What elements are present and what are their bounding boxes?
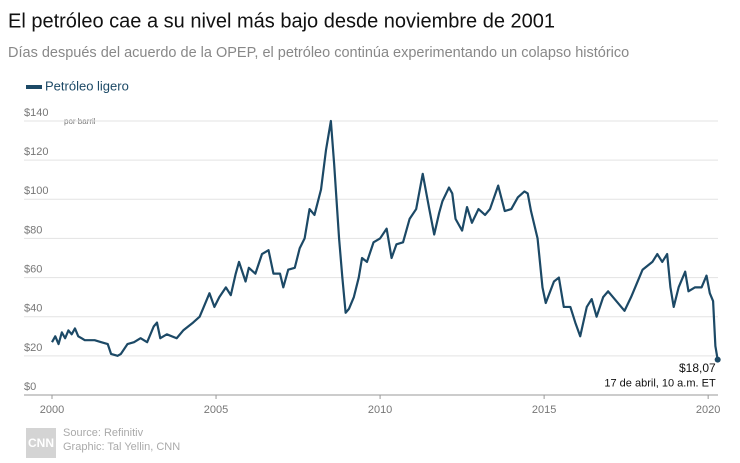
end-point	[714, 356, 721, 363]
chart-title: El petróleo cae a su nivel más bajo desd…	[8, 10, 555, 32]
credit: Graphic: Tal Yellin, CNN	[63, 441, 180, 453]
x-tick-label: 2015	[532, 404, 556, 416]
x-tick-label: 2020	[696, 404, 720, 416]
logo-box	[26, 428, 56, 458]
y-tick-label: $40	[24, 303, 42, 315]
y-tick-label: $120	[24, 146, 48, 158]
y-tick-label: $80	[24, 224, 42, 236]
y-tick-label: $60	[24, 263, 42, 275]
logo: CNN	[28, 436, 54, 450]
y-tick-label: $140	[24, 107, 48, 119]
source: Source: Refinitiv	[63, 427, 144, 439]
y-tick-label: $0	[24, 381, 36, 393]
chart-subtitle: Días después del acuerdo de la OPEP, el …	[8, 45, 629, 61]
x-tick-label: 2010	[368, 404, 392, 416]
y-tick-label: $100	[24, 185, 48, 197]
annotation: 17 de abril, 10 a.m. ET	[604, 378, 716, 390]
x-tick-label: 2005	[204, 404, 228, 416]
value-label: $18,07	[679, 361, 716, 375]
y-tick-label: $20	[24, 342, 42, 354]
x-tick-label: 2000	[40, 404, 64, 416]
legend-label: Petróleo ligero	[45, 78, 129, 93]
line-series	[51, 119, 719, 360]
unit-note: por barril	[64, 117, 96, 126]
